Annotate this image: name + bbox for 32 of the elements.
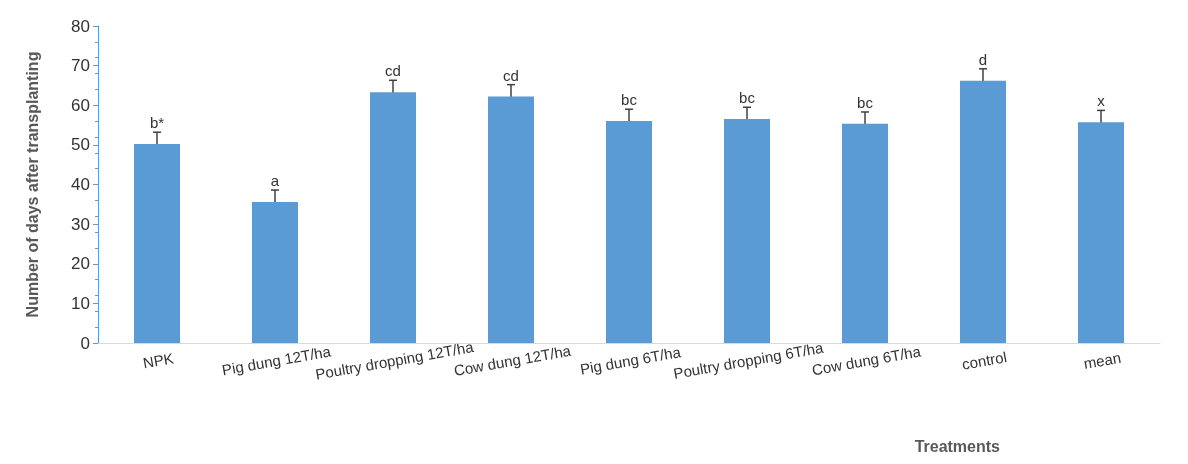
data-label: b* [149,114,165,132]
bar [252,201,298,343]
data-label: a [270,172,280,190]
bar [370,92,416,343]
y-tick-label: 10 [71,293,90,313]
data-label: cd [385,62,401,80]
x-tick-label: NPK [141,349,175,372]
y-tick-label: 60 [71,95,90,115]
bar [134,144,180,343]
y-tick-label: 30 [71,214,90,234]
y-tick-label: 40 [71,175,90,194]
bar [1078,122,1124,343]
y-tick-label: 0 [80,333,90,353]
bar [488,96,534,343]
data-label: d [978,50,988,68]
data-label: bc [857,93,874,111]
data-label: bc [739,89,756,107]
y-tick-label: 20 [71,254,90,274]
bar [724,119,770,343]
y-axis-title: Number of days after transplanting [23,51,41,318]
data-label: bc [621,91,638,109]
bar [606,121,652,343]
y-tick-label: 70 [71,56,90,76]
data-label: x [1097,92,1106,110]
y-tick-label: 50 [71,135,90,155]
bar [960,80,1006,343]
bar [842,123,888,343]
x-tick-label: control [960,348,1008,373]
y-tick-label: 80 [71,16,90,36]
x-tick-label: mean [1082,348,1123,373]
x-axis-title: Treatments [914,437,1001,455]
data-label: cd [503,66,519,84]
